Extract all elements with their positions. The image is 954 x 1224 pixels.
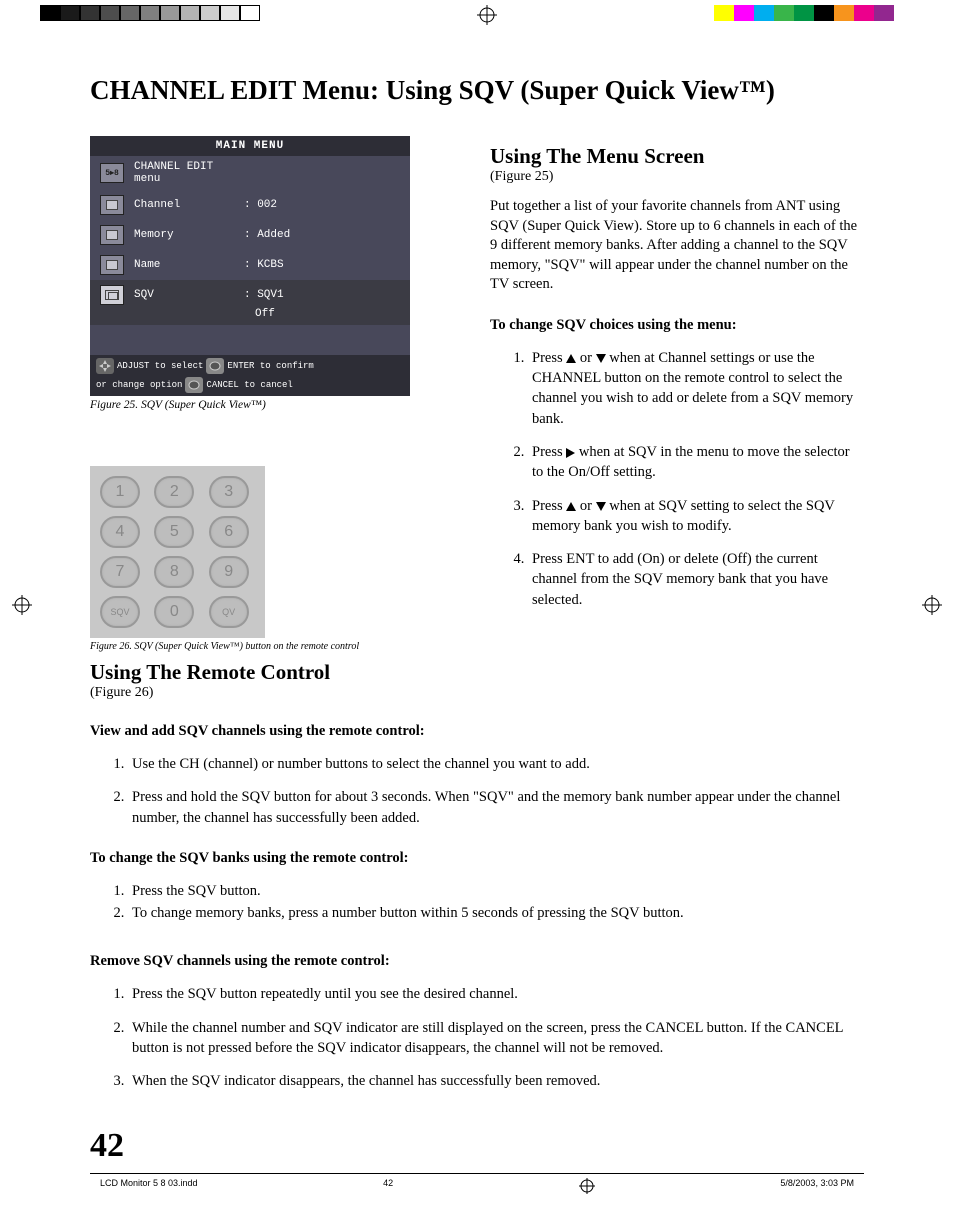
remote-sub3: Remove SQV channels using the remote con… <box>90 953 864 970</box>
registration-mark-bottom <box>579 1178 595 1194</box>
menu-section-row: 5▸8 CHANNEL EDIT menu <box>90 156 410 190</box>
menu-item-value: : KCBS <box>244 259 284 271</box>
menu-item-value: : SQV1 <box>244 289 284 301</box>
left-column: MAIN MENU 5▸8 CHANNEL EDIT menu Channel:… <box>90 136 440 652</box>
menu-step-4: Press ENT to add (On) or delete (Off) th… <box>528 549 864 610</box>
menu-item-value: : Added <box>244 229 290 241</box>
menu-item-icon <box>100 195 124 215</box>
page-content: CHANNEL EDIT Menu: Using SQV (Super Quic… <box>0 25 954 1224</box>
footer-page: 42 <box>383 1178 393 1194</box>
menu-item-value: : 002 <box>244 199 277 211</box>
change-sqv-subhead: To change SQV choices using the menu: <box>490 317 864 334</box>
down-arrow-icon <box>596 502 606 511</box>
menu-section-label: CHANNEL EDIT menu <box>134 161 234 185</box>
keypad-4: 4 <box>100 516 140 548</box>
keypad-sqv: SQV <box>100 596 140 628</box>
list-item: When the SQV indicator disappears, the c… <box>128 1071 864 1091</box>
registration-mark-left <box>12 595 32 620</box>
menu-row: Memory : Added <box>90 220 410 250</box>
footer-change-text: or change option <box>96 380 182 390</box>
list-item: While the channel number and SQV indicat… <box>128 1018 864 1059</box>
channel-edit-icon: 5▸8 <box>100 163 124 183</box>
keypad-2: 2 <box>154 476 194 508</box>
down-arrow-icon <box>596 354 606 363</box>
remote-list-1: Use the CH (channel) or number buttons t… <box>128 754 864 828</box>
enter-icon <box>206 358 224 374</box>
keypad-9: 9 <box>209 556 249 588</box>
greyscale-bar <box>40 5 260 21</box>
keypad-0: 0 <box>154 596 194 628</box>
registration-mark-right <box>922 595 942 620</box>
menu-item-label: SQV <box>134 289 234 301</box>
page-number: 42 <box>90 1127 864 1165</box>
remote-heading: Using The Remote Control <box>90 660 864 685</box>
menu-screen-figref: (Figure 25) <box>490 169 864 185</box>
cancel-icon <box>185 377 203 393</box>
footer-cancel-text: CANCEL to cancel <box>206 380 292 390</box>
menu-item-icon <box>100 285 124 305</box>
registration-mark-top <box>477 5 497 25</box>
top-print-bars <box>0 0 954 25</box>
footer-date: 5/8/2003, 3:03 PM <box>780 1178 854 1194</box>
list-item: To change memory banks, press a number b… <box>128 903 864 923</box>
menu-screen-heading: Using The Menu Screen <box>490 144 864 169</box>
list-item: Press the SQV button repeatedly until yo… <box>128 984 864 1004</box>
footer-enter-text: ENTER to confirm <box>227 361 313 371</box>
menu-step-2: Press when at SQV in the menu to move th… <box>528 442 864 483</box>
right-arrow-icon <box>566 448 575 458</box>
right-column: Using The Menu Screen (Figure 25) Put to… <box>490 136 864 652</box>
menu-screen-intro: Put together a list of your favorite cha… <box>490 197 864 295</box>
menu-item-label: Name <box>134 259 234 271</box>
keypad-6: 6 <box>209 516 249 548</box>
list-item: Use the CH (channel) or number buttons t… <box>128 754 864 774</box>
figure-26-caption: Figure 26. SQV (Super Quick View™) butto… <box>90 641 440 652</box>
figure-25-caption: Figure 25. SQV (Super Quick View™) <box>90 399 440 411</box>
adjust-icon <box>96 358 114 374</box>
tv-menu-screenshot: MAIN MENU 5▸8 CHANNEL EDIT menu Channel:… <box>90 136 410 396</box>
remote-keypad: 123 456 789 SQV 0 QV <box>90 466 265 638</box>
up-arrow-icon <box>566 354 576 363</box>
remote-sub2: To change the SQV banks using the remote… <box>90 850 864 867</box>
remote-figref: (Figure 26) <box>90 685 864 701</box>
keypad-3: 3 <box>209 476 249 508</box>
keypad-qv: QV <box>209 596 249 628</box>
menu-step-1: Press or when at Channel settings or use… <box>528 348 864 429</box>
page-title: CHANNEL EDIT Menu: Using SQV (Super Quic… <box>90 75 864 106</box>
menu-row: SQV : SQV1 <box>90 280 410 310</box>
print-footer: LCD Monitor 5 8 03.indd 42 5/8/2003, 3:0… <box>90 1178 864 1194</box>
menu-item-icon <box>100 225 124 245</box>
menu-row: Channel : 002 <box>90 190 410 220</box>
keypad-1: 1 <box>100 476 140 508</box>
footer-filename: LCD Monitor 5 8 03.indd <box>100 1178 198 1194</box>
menu-step-3: Press or when at SQV setting to select t… <box>528 496 864 537</box>
menu-steps-list: Press or when at Channel settings or use… <box>528 348 864 610</box>
keypad-5: 5 <box>154 516 194 548</box>
remote-sub1: View and add SQV channels using the remo… <box>90 723 864 740</box>
remote-list-2: Press the SQV button.To change memory ba… <box>128 881 864 924</box>
menu-footer: ADJUST to select ENTER to confirm or cha… <box>90 355 410 396</box>
keypad-7: 7 <box>100 556 140 588</box>
color-bar <box>714 5 914 21</box>
menu-item-label: Memory <box>134 229 234 241</box>
list-item: Press and hold the SQV button for about … <box>128 787 864 828</box>
up-arrow-icon <box>566 502 576 511</box>
menu-item-label: Channel <box>134 199 234 211</box>
menu-row: Name : KCBS <box>90 250 410 280</box>
remote-list-3: Press the SQV button repeatedly until yo… <box>128 984 864 1091</box>
footer-adjust-text: ADJUST to select <box>117 361 203 371</box>
footer-divider <box>90 1173 864 1174</box>
list-item: Press the SQV button. <box>128 881 864 901</box>
menu-header: MAIN MENU <box>90 136 410 156</box>
keypad-8: 8 <box>154 556 194 588</box>
menu-item-subvalue: Off <box>90 308 410 325</box>
menu-item-icon <box>100 255 124 275</box>
